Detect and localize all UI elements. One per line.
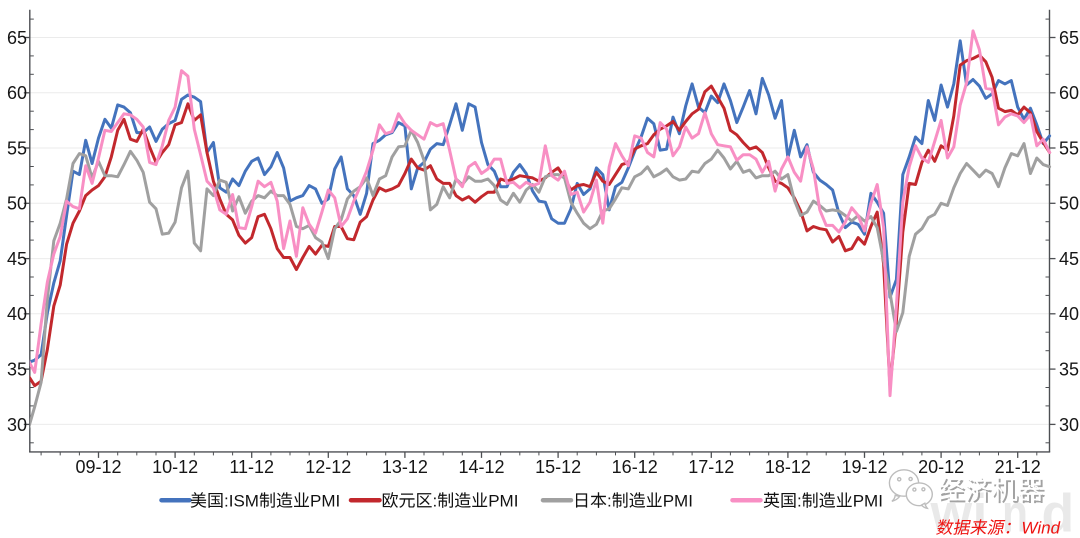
svg-text:13-12: 13-12 [382,457,428,477]
svg-text:40: 40 [7,304,27,324]
svg-text:21-12: 21-12 [995,457,1041,477]
svg-text:17-12: 17-12 [688,457,734,477]
svg-text:50: 50 [7,194,27,214]
svg-text:20-12: 20-12 [918,457,964,477]
svg-text:18-12: 18-12 [765,457,811,477]
svg-text:PMI: PMI [488,492,518,511]
svg-text:15-12: 15-12 [535,457,581,477]
svg-text:19-12: 19-12 [841,457,887,477]
svg-text:d: d [1042,485,1075,538]
svg-text::: : [433,492,438,511]
svg-text:45: 45 [7,249,27,269]
svg-text:55: 55 [7,138,27,158]
svg-text:65: 65 [1059,28,1079,48]
svg-text:40: 40 [1059,304,1079,324]
svg-text:45: 45 [1059,249,1079,269]
svg-text:30: 30 [1059,415,1079,435]
svg-text:65: 65 [7,28,27,48]
svg-text:PMI: PMI [853,492,883,511]
svg-text:16-12: 16-12 [612,457,658,477]
svg-text:60: 60 [1059,83,1079,103]
svg-text:11-12: 11-12 [229,457,274,477]
svg-text:60: 60 [7,83,27,103]
svg-text:PMI: PMI [663,492,693,511]
svg-text:Wind: Wind [1020,518,1063,538]
svg-text:35: 35 [1059,360,1079,380]
svg-text:35: 35 [7,360,27,380]
svg-text::: : [797,492,802,511]
svg-text:12-12: 12-12 [305,457,351,477]
svg-text:10-12: 10-12 [152,457,198,477]
svg-text:50: 50 [1059,194,1079,214]
svg-text:09-12: 09-12 [75,457,121,477]
svg-text::ISM: :ISM [224,492,259,511]
svg-text:30: 30 [7,415,27,435]
svg-text:PMI: PMI [310,492,340,511]
svg-text:55: 55 [1059,138,1079,158]
svg-text:14-12: 14-12 [458,457,504,477]
svg-text::: : [607,492,612,511]
